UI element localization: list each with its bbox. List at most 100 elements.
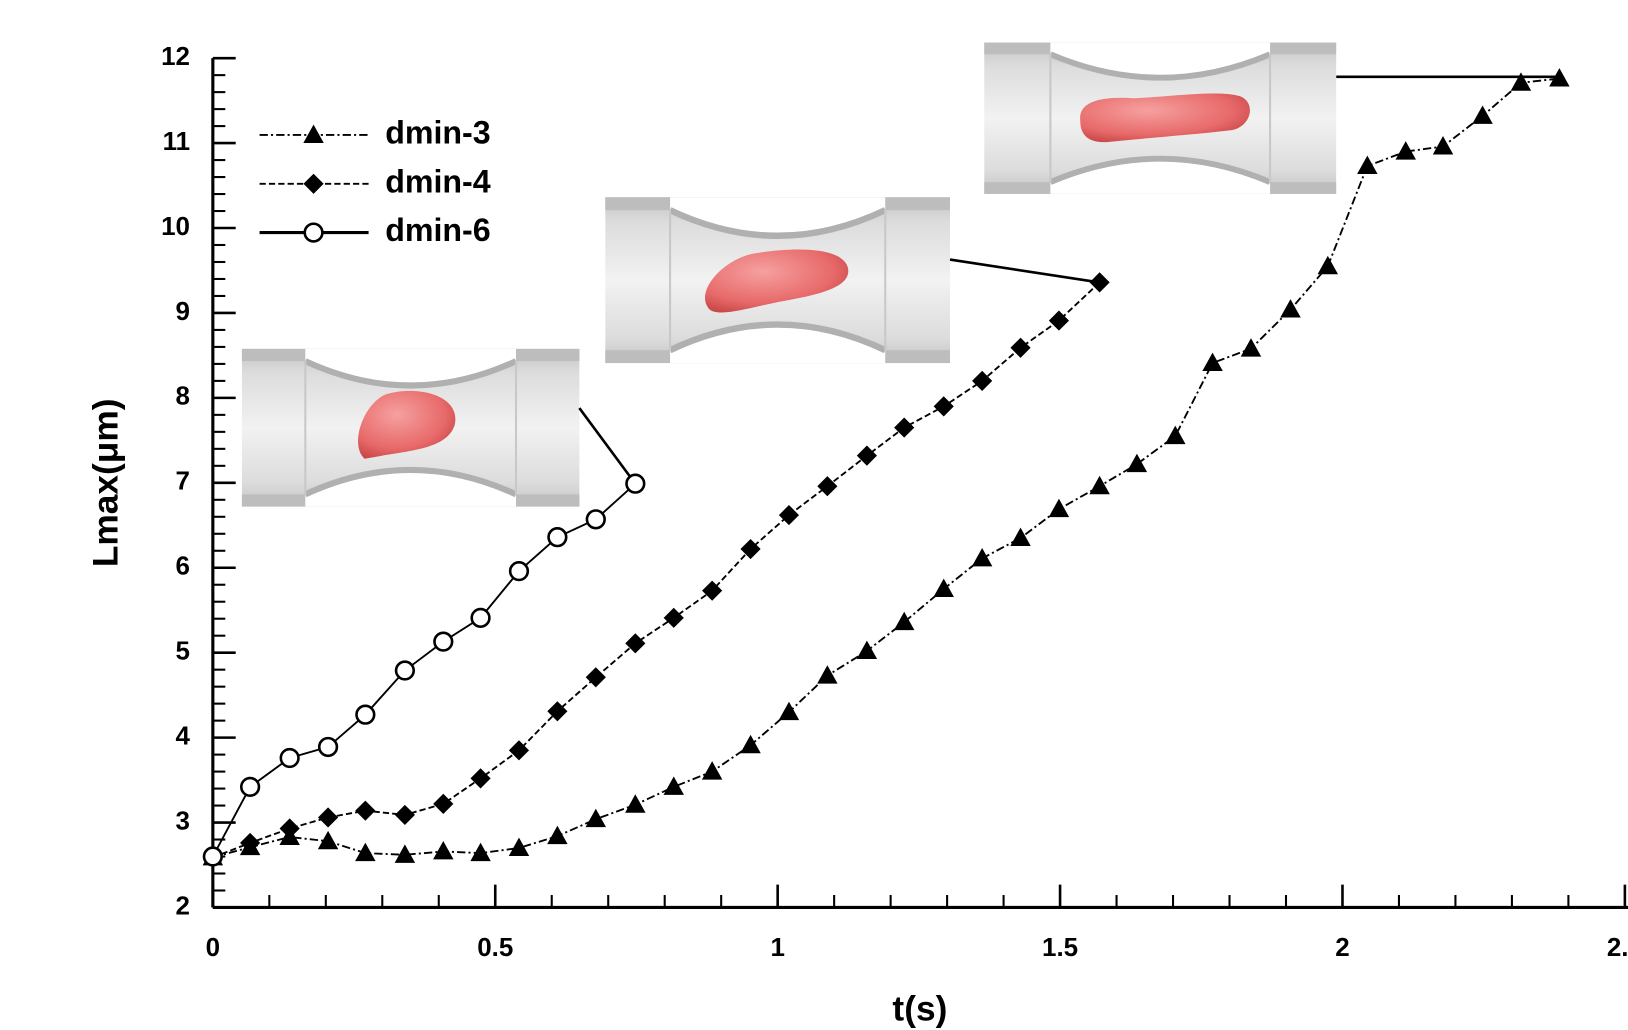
marker-circle (547, 527, 568, 548)
marker-diamond (355, 800, 376, 821)
y-tick-label: 7 (176, 468, 190, 496)
marker-diamond (240, 832, 261, 854)
marker-circle (202, 846, 223, 867)
marker-triangle (817, 665, 838, 684)
marker-diamond (470, 768, 491, 789)
legend-label: dmin-4 (385, 163, 491, 199)
legend-label: dmin-6 (385, 212, 490, 248)
x-tick-label: 2 (1335, 934, 1349, 962)
marker-triangle (1510, 72, 1532, 91)
marker-circle (433, 631, 454, 652)
marker-circle (625, 473, 646, 494)
inset-dmin-6 (242, 349, 579, 507)
marker-triangle (585, 808, 607, 828)
marker-diamond (1010, 337, 1031, 358)
marker-triangle (1010, 527, 1031, 547)
marker-triangle (1280, 299, 1301, 318)
marker-diamond (663, 607, 684, 628)
marker-diamond (856, 445, 877, 466)
x-tick-label: 1 (770, 934, 784, 962)
connector (578, 407, 637, 485)
marker-triangle (856, 640, 878, 659)
marker-diamond (508, 740, 530, 761)
y-tick-label: 5 (176, 638, 190, 666)
x-tick-label: 1.5 (1042, 934, 1078, 962)
marker-triangle (317, 830, 339, 850)
marker-triangle (1395, 141, 1416, 160)
marker-triangle (778, 701, 800, 721)
marker-diamond (740, 538, 761, 560)
y-tick-label: 9 (176, 298, 190, 326)
cell (358, 390, 456, 459)
marker-triangle (355, 842, 376, 862)
marker-triangle (394, 844, 416, 863)
marker-triangle (303, 124, 324, 143)
marker-diamond (894, 417, 915, 438)
marker-diamond (547, 701, 568, 722)
marker-triangle (971, 547, 993, 567)
y-axis-title: Lmax(μm) (86, 398, 125, 567)
marker-diamond (933, 396, 954, 417)
x-tick-label: 2.5 (1607, 934, 1628, 962)
marker-triangle (547, 825, 568, 845)
marker-triangle (1202, 352, 1223, 372)
marker-triangle (1165, 425, 1186, 445)
marker-triangle (1472, 105, 1493, 124)
marker-triangle (663, 776, 684, 795)
marker-circle (279, 747, 300, 769)
marker-diamond (279, 818, 300, 839)
marker-circle (355, 704, 376, 725)
y-tick-label: 2 (176, 892, 190, 920)
marker-diamond (303, 173, 324, 194)
y-tick-label: 3 (176, 807, 190, 835)
marker-triangle (1357, 155, 1378, 175)
inset-dmin-3 (984, 43, 1336, 194)
marker-triangle (433, 841, 454, 860)
marker-circle (239, 776, 261, 797)
cell (705, 249, 849, 313)
series-line (212, 77, 1560, 859)
marker-circle (470, 607, 491, 628)
marker-triangle (1089, 475, 1110, 495)
marker-triangle (625, 794, 646, 813)
marker-triangle (1549, 68, 1570, 87)
marker-triangle (1240, 338, 1262, 357)
marker-triangle (933, 578, 954, 597)
marker-circle (394, 660, 416, 681)
legend-label: dmin-3 (385, 114, 490, 150)
marker-diamond (702, 580, 723, 601)
marker-diamond (972, 370, 993, 391)
marker-triangle (1317, 255, 1339, 275)
marker-triangle (1126, 453, 1148, 473)
marker-circle (508, 561, 530, 582)
marker-circle (303, 222, 324, 243)
marker-triangle (701, 761, 723, 780)
plot-area (202, 68, 1570, 868)
y-tick-label: 11 (163, 128, 190, 156)
series-line (212, 482, 636, 857)
marker-triangle (893, 611, 915, 631)
y-tick-label: 8 (176, 383, 190, 411)
marker-diamond (778, 505, 800, 526)
cell (1080, 93, 1250, 143)
x-tick-label: 0.5 (477, 934, 513, 962)
marker-triangle (470, 842, 491, 862)
marker-circle (317, 736, 339, 758)
marker-diamond (817, 476, 838, 497)
y-tick-label: 6 (176, 553, 190, 581)
marker-circle (585, 509, 606, 530)
marker-diamond (317, 807, 339, 828)
marker-diamond (585, 667, 606, 688)
marker-diamond (1089, 272, 1110, 293)
y-tick-label: 12 (161, 43, 190, 71)
marker-diamond (1048, 310, 1070, 331)
x-axis-title: t(s) (892, 990, 947, 1029)
marker-diamond (433, 793, 454, 814)
marker-diamond (394, 804, 415, 825)
y-tick-label: 4 (176, 722, 191, 750)
marker-diamond (625, 633, 646, 654)
marker-triangle (1048, 498, 1070, 518)
legend: dmin-3 dmin-4 dmin-6 (259, 114, 491, 248)
